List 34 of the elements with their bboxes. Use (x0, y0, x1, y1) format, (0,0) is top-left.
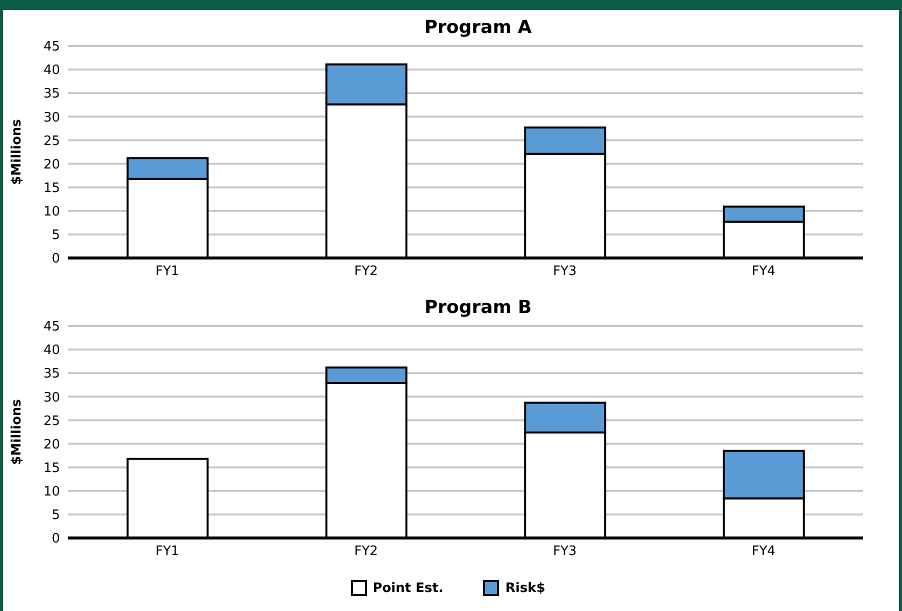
y-tick-label: 35 (43, 366, 60, 382)
x-tick-label: FY1 (156, 264, 180, 280)
y-tick-label: 30 (43, 110, 60, 126)
y-tick-label: 0 (52, 532, 60, 547)
y-tick-label: 25 (43, 134, 60, 149)
y-axis-title: $Millions (10, 398, 25, 465)
x-tick-label: FY1 (156, 544, 180, 560)
y-tick-label: 10 (43, 204, 60, 220)
y-tick-label: 0 (52, 252, 60, 267)
chart-title: Program B (423, 296, 533, 320)
y-tick-label: 40 (43, 63, 60, 78)
y-tick-label: 5 (52, 508, 60, 524)
legend-label: Risk$ (505, 580, 546, 596)
y-tick-label: 45 (43, 320, 60, 335)
y-tick-label: 5 (52, 228, 60, 244)
y-tick-label: 20 (43, 157, 60, 172)
y-tick-label: 15 (43, 180, 60, 196)
x-tick-label: FY2 (354, 264, 378, 280)
y-tick-label: 40 (43, 343, 60, 358)
y-tick-label: 15 (43, 460, 60, 476)
y-tick-label: 20 (43, 437, 60, 452)
y-tick-label: 45 (43, 40, 60, 55)
x-tick-label: FY4 (752, 264, 776, 280)
y-tick-label: 30 (43, 390, 60, 406)
legend-label: Point Est. (372, 580, 444, 596)
x-tick-label: FY4 (752, 544, 776, 560)
x-tick-label: FY2 (354, 544, 378, 560)
y-tick-label: 10 (43, 484, 60, 500)
x-tick-label: FY3 (553, 544, 577, 560)
chart-title: Program A (423, 16, 533, 40)
y-tick-label: 25 (43, 414, 60, 429)
x-tick-label: FY3 (553, 264, 577, 280)
y-tick-label: 35 (43, 86, 60, 102)
y-axis-title: $Millions (10, 118, 25, 185)
